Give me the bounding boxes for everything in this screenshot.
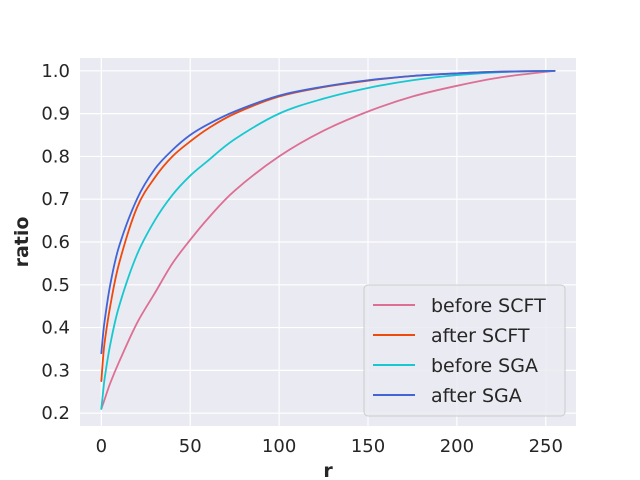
y-axis-label: ratio [11,217,33,268]
x-tick-label: 50 [179,436,202,457]
x-tick-label: 150 [351,436,385,457]
x-tick-label: 200 [440,436,474,457]
x-tick-label: 100 [262,436,296,457]
y-tick-label: 0.4 [41,318,70,339]
y-tick-label: 0.5 [41,275,70,296]
y-tick-label: 0.3 [41,360,70,381]
legend: before SCFT after SCFT before SGA after SGA [363,284,566,417]
y-tick-label: 1.0 [41,61,70,82]
series-line-before-scft [100,69,556,410]
x-tick-labels: 0 50 100 150 200 250 [96,436,563,457]
series-line-before-sga [100,69,556,410]
x-tick-label: 0 [96,436,107,457]
x-axis-label: r [323,460,333,480]
y-tick-label: 0.8 [41,146,70,167]
y-tick-label: 0.9 [41,104,70,125]
y-tick-labels: 0.2 0.3 0.4 0.5 0.6 0.7 0.8 0.9 1.0 [41,61,70,424]
legend-label: after SCFT [431,325,530,347]
series-line-after-sga [100,69,556,355]
x-tick-label: 250 [529,436,563,457]
y-tick-label: 0.6 [41,232,70,253]
y-tick-label: 0.2 [41,403,70,424]
legend-label: before SGA [431,355,538,377]
legend-label: after SGA [431,385,522,407]
legend-box [363,284,566,417]
series-lines [100,69,556,410]
legend-label: before SCFT [431,295,546,317]
y-tick-label: 0.7 [41,189,70,210]
